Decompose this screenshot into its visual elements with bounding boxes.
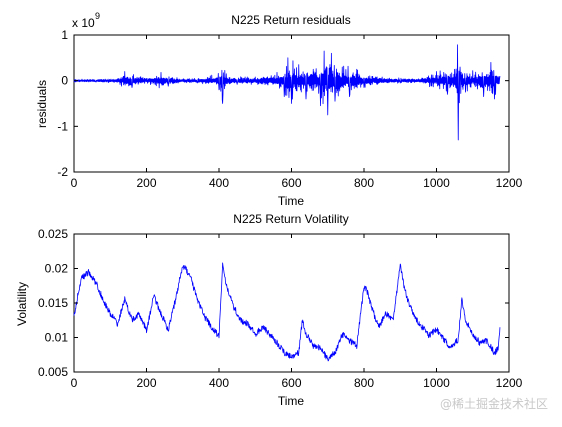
residuals-y-tick-label: 1 [61, 28, 68, 42]
volatility-x-tick-label: 400 [209, 376, 229, 390]
residuals-x-tick-label: 800 [354, 176, 374, 190]
residuals-x-tick-label: 1000 [423, 176, 450, 190]
residuals-y-axis-label: residuals [35, 80, 49, 128]
volatility-y-tick-label: 0.015 [38, 296, 68, 310]
residuals-x-tick-label: 400 [209, 176, 229, 190]
volatility-x-tick-label: 800 [354, 376, 374, 390]
residuals-series-line [73, 44, 501, 141]
residuals-exponent-label: x 10 [72, 16, 95, 30]
residuals-y-tick-label: -1 [57, 119, 68, 133]
volatility-x-tick-label: 1200 [496, 376, 523, 390]
residuals-x-tick-label: 1200 [496, 176, 523, 190]
residuals-y-tick-label: -2 [57, 165, 68, 179]
volatility-x-tick-label: 1000 [423, 376, 450, 390]
volatility-plot-area [73, 233, 510, 373]
watermark-text: @稀土掘金技术社区 [440, 396, 548, 411]
volatility-x-tick-label: 0 [71, 376, 78, 390]
volatility-x-axis-label: Time [278, 394, 305, 408]
volatility-y-axis-label: Volatility [15, 282, 29, 326]
residuals-x-tick-label: 200 [136, 176, 156, 190]
residuals-panel: N225 Return residuals x 10 9 Time residu… [35, 11, 523, 208]
volatility-y-tick-label: 0.01 [45, 331, 69, 345]
residuals-x-axis-label: Time [278, 194, 305, 208]
residuals-title: N225 Return residuals [231, 13, 350, 27]
residuals-exponent-power: 9 [95, 11, 100, 21]
volatility-x-tick-label: 600 [281, 376, 301, 390]
volatility-y-tick-label: 0.025 [38, 227, 68, 241]
residuals-y-tick-label: 0 [61, 74, 68, 88]
residuals-x-tick-label: 600 [281, 176, 301, 190]
volatility-panel: N225 Return Volatility Time Volatility 0… [15, 212, 523, 408]
residuals-x-tick-label: 0 [71, 176, 78, 190]
volatility-y-tick-label: 0.005 [38, 365, 68, 379]
volatility-series-line [73, 262, 501, 362]
volatility-title: N225 Return Volatility [233, 212, 348, 226]
volatility-y-tick-label: 0.02 [45, 262, 69, 276]
volatility-x-tick-label: 200 [136, 376, 156, 390]
